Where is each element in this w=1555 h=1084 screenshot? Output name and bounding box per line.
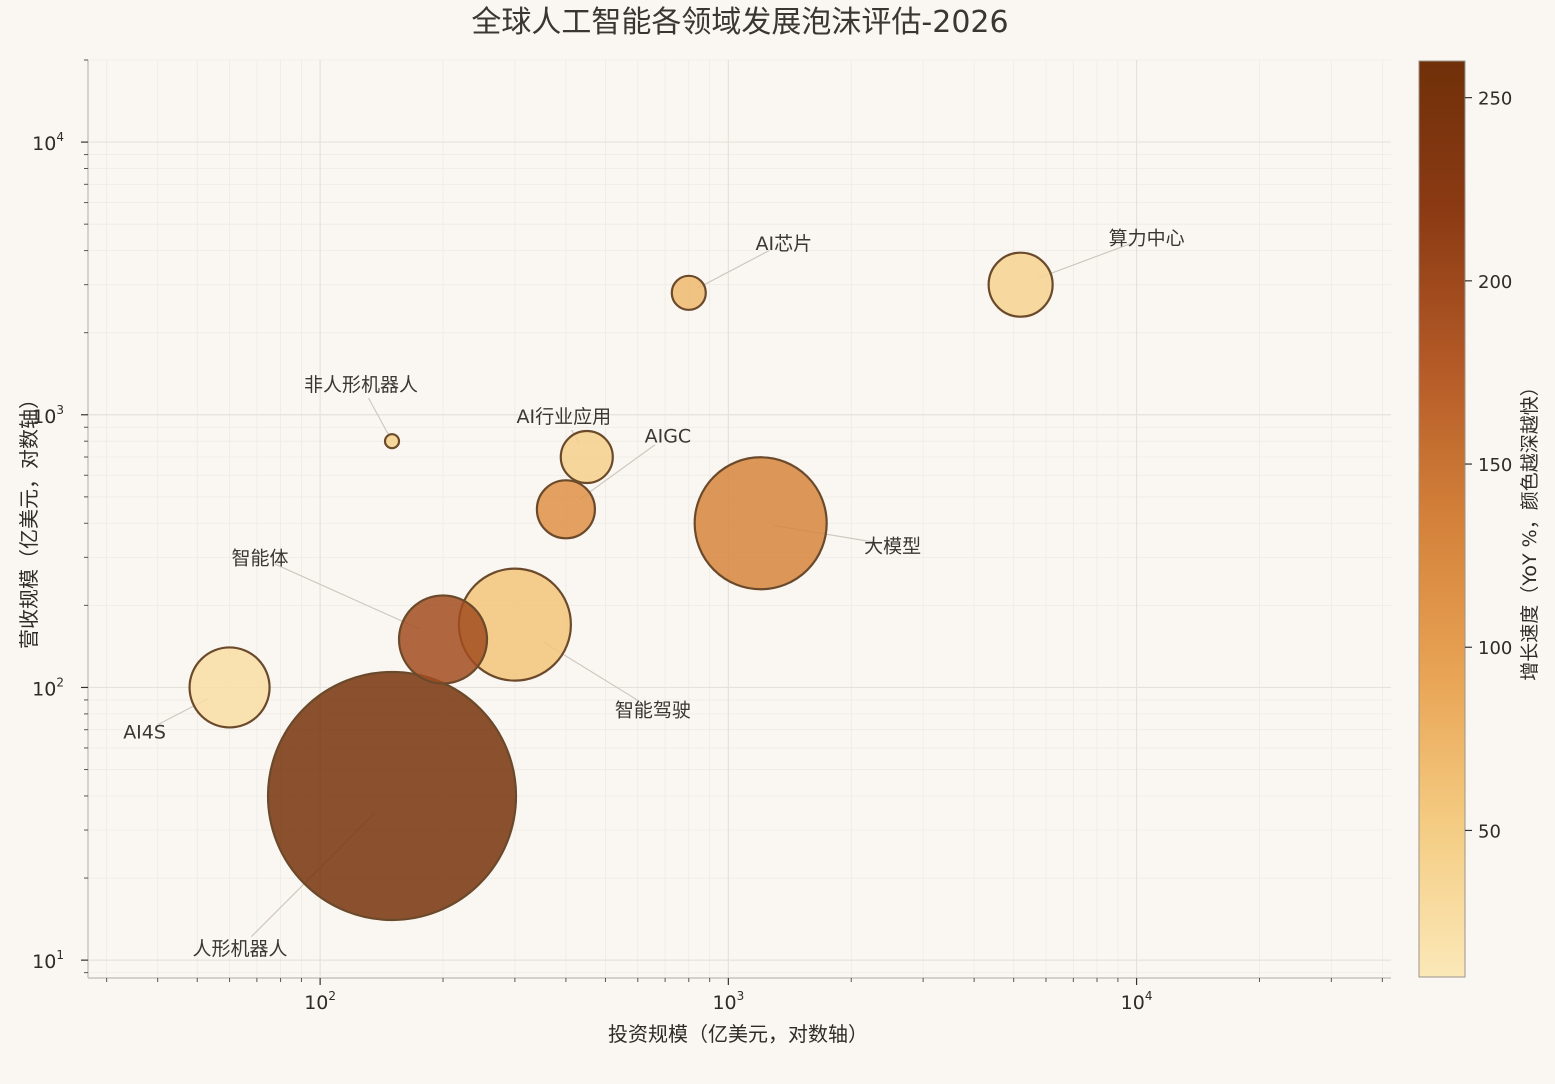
bubble [987, 251, 1054, 318]
colorbar-label: 增长速度（YoY %，颜色越深越快） [1519, 377, 1541, 680]
chart-title: 全球人工智能各领域发展泡沫评估-2026 [471, 5, 1008, 40]
x-tick-label: 104 [1121, 989, 1153, 1014]
bubble-label: 大模型 [864, 535, 921, 557]
bubble [535, 479, 597, 540]
bubble-label: AI行业应用 [516, 406, 611, 428]
bubble-label: AI4S [123, 721, 166, 743]
x-axis-label: 投资规模（亿美元，对数轴） [608, 1022, 868, 1046]
major-grid [88, 60, 1391, 978]
bubble [188, 646, 271, 729]
label-leader [1038, 242, 1132, 279]
colorbar-tick-label: 250 [1478, 89, 1512, 110]
y-tick-label: 104 [32, 130, 64, 155]
y-tick-label: 103 [32, 403, 64, 428]
bubble [397, 594, 489, 685]
bubble [559, 429, 614, 485]
label-leader [697, 249, 770, 289]
bubble [670, 274, 707, 311]
bubble [383, 433, 401, 450]
colorbar-tick-label: 100 [1478, 638, 1512, 659]
colorbar: 50 100 150 200 250 增长速度（YoY %，颜色越深越快） [1418, 60, 1541, 978]
colorbar-tick-label: 200 [1478, 272, 1512, 293]
bubble-label: 智能体 [232, 547, 289, 569]
bubble-label: AI芯片 [755, 233, 812, 255]
y-tick-label: 101 [32, 948, 64, 973]
y-axis-label: 营收规模（亿美元，对数轴） [17, 389, 41, 649]
bubble-label: 算力中心 [1109, 228, 1185, 250]
bubble [266, 670, 518, 922]
y-tick-label: 102 [32, 675, 64, 700]
bubble-label: AIGC [645, 425, 692, 447]
x-tick-label: 103 [712, 989, 744, 1014]
colorbar-ticks: 50 100 150 200 250 [1465, 89, 1512, 842]
bubbles [188, 251, 1054, 922]
colorbar-tick-label: 50 [1478, 821, 1501, 842]
label-leader [579, 444, 656, 500]
colorbar-tick-label: 150 [1478, 455, 1512, 476]
bubble-label: 智能驾驶 [615, 700, 691, 722]
bubble-label: 人形机器人 [193, 938, 288, 960]
axes: 102 103 104 101 102 103 104 [32, 59, 1391, 1014]
x-tick-label: 102 [304, 989, 336, 1014]
colorbar-gradient [1418, 60, 1466, 978]
label-leader [368, 397, 391, 438]
label-leader [274, 563, 420, 630]
bubble [693, 456, 828, 591]
bubble-label: 非人形机器人 [304, 374, 418, 396]
